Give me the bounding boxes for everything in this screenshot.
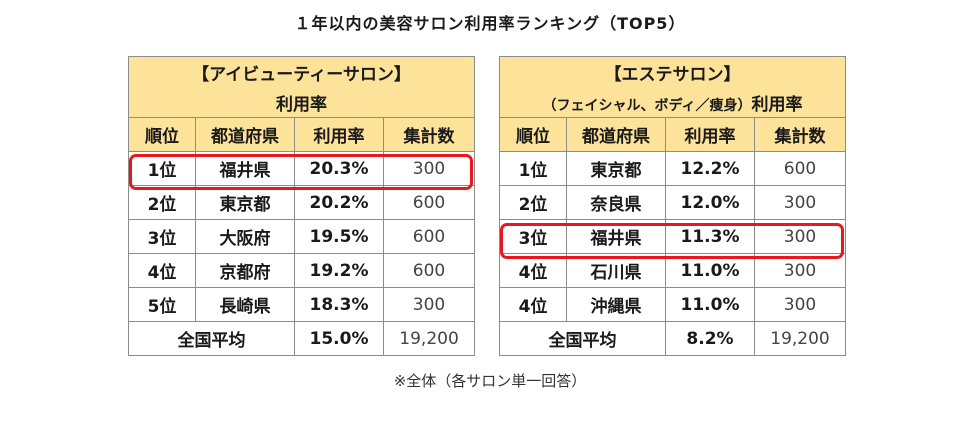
- average-label: 全国平均: [499, 321, 666, 356]
- subtitle-prefix: （フェイシャル、ボディ／痩身）: [542, 97, 752, 114]
- esthetic-salon-table: 【エステサロン】 （フェイシャル、ボディ／痩身）利用率 順位 都道府県 利用率 …: [499, 56, 846, 356]
- table-row: 3位 大阪府 19.5% 600: [128, 219, 476, 254]
- header-rate: 利用率: [665, 117, 755, 152]
- prefecture-cell: 東京都: [195, 185, 295, 220]
- table-row: 5位 長崎県 18.3% 300: [128, 287, 476, 322]
- table-row: 4位 沖縄県 11.0% 300: [499, 287, 846, 322]
- prefecture-cell: 沖縄県: [566, 287, 666, 322]
- count-cell: 600: [382, 253, 476, 288]
- rate-cell: 19.5%: [294, 219, 384, 254]
- rate-cell: 19.2%: [294, 253, 384, 288]
- rate-cell: 18.3%: [294, 287, 384, 322]
- header-rank: 順位: [499, 117, 567, 152]
- count-cell: 600: [382, 219, 476, 254]
- table-row: 1位 東京都 12.2% 600: [499, 151, 846, 186]
- rank-cell: 4位: [499, 287, 567, 322]
- rank-cell: 1位: [499, 151, 567, 186]
- rate-cell: 20.2%: [294, 185, 384, 220]
- rate-cell: 12.0%: [665, 185, 755, 220]
- rank-cell: 2位: [128, 185, 196, 220]
- highlight-fukui-eye-beauty: [129, 154, 473, 190]
- rank-cell: 5位: [128, 287, 196, 322]
- header-count: 集計数: [382, 117, 476, 152]
- rate-cell: 12.2%: [665, 151, 755, 186]
- header-rank: 順位: [128, 117, 196, 152]
- rank-cell: 3位: [128, 219, 196, 254]
- table-subtitle: （フェイシャル、ボディ／痩身）利用率: [499, 87, 846, 118]
- count-cell: 300: [754, 287, 846, 322]
- footnote: ※全体（各サロン単一回答）: [393, 372, 587, 390]
- subtitle-text: 利用率: [276, 94, 328, 115]
- eye-beauty-salon-table: 【アイビューティーサロン】 利用率 順位 都道府県 利用率 集計数 1位 福井県…: [127, 56, 476, 356]
- table-row: 2位 東京都 20.2% 600: [128, 185, 476, 220]
- rank-cell: 2位: [499, 185, 567, 220]
- header-rate: 利用率: [294, 117, 384, 152]
- count-cell: 300: [382, 287, 476, 322]
- header-count: 集計数: [754, 117, 846, 152]
- count-cell: 600: [382, 185, 476, 220]
- prefecture-cell: 京都府: [195, 253, 295, 288]
- average-label: 全国平均: [128, 321, 295, 356]
- average-count: 19,200: [382, 321, 476, 356]
- table-category: 【アイビューティーサロン】: [127, 56, 476, 87]
- count-cell: 600: [754, 151, 846, 186]
- table-subtitle: 利用率: [127, 87, 476, 118]
- average-count: 19,200: [754, 321, 846, 356]
- prefecture-cell: 長崎県: [195, 287, 295, 322]
- page-title: １年以内の美容サロン利用率ランキング（TOP5）: [294, 14, 686, 33]
- count-cell: 300: [754, 185, 846, 220]
- average-rate: 15.0%: [294, 321, 384, 356]
- rate-cell: 11.0%: [665, 287, 755, 322]
- table-row: 4位 京都府 19.2% 600: [128, 253, 476, 288]
- average-row: 全国平均 8.2% 19,200: [499, 321, 846, 356]
- header-prefecture: 都道府県: [566, 117, 666, 152]
- prefecture-cell: 大阪府: [195, 219, 295, 254]
- prefecture-cell: 東京都: [566, 151, 666, 186]
- highlight-fukui-esthetic: [500, 223, 844, 259]
- table-category: 【エステサロン】: [499, 56, 846, 87]
- average-rate: 8.2%: [665, 321, 755, 356]
- rank-cell: 4位: [128, 253, 196, 288]
- prefecture-cell: 奈良県: [566, 185, 666, 220]
- header-prefecture: 都道府県: [195, 117, 295, 152]
- subtitle-text: 利用率: [751, 94, 803, 115]
- table-row: 2位 奈良県 12.0% 300: [499, 185, 846, 220]
- average-row: 全国平均 15.0% 19,200: [128, 321, 476, 356]
